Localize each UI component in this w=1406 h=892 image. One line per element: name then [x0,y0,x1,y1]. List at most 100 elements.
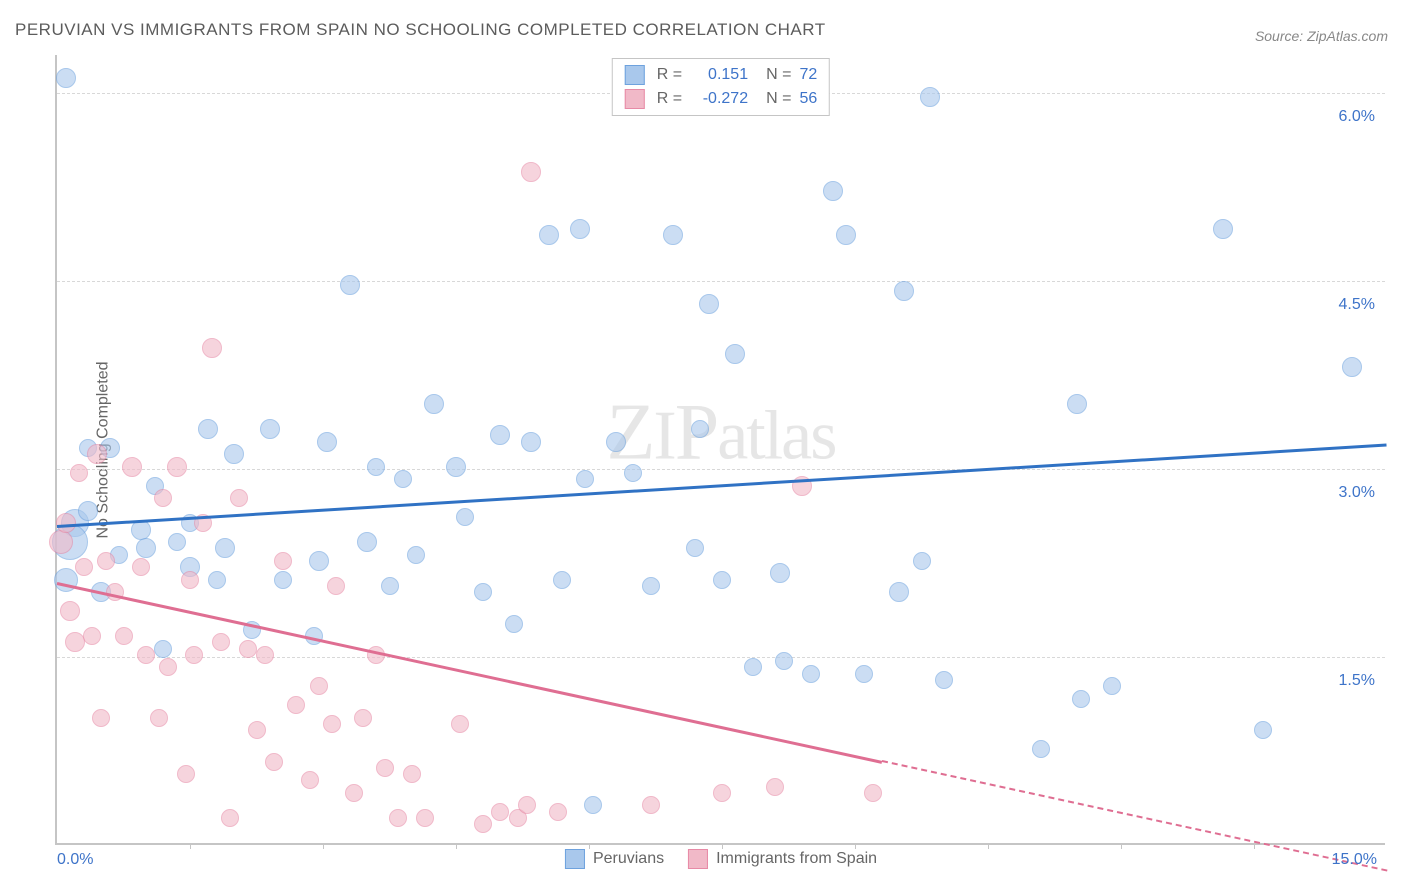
data-point [456,508,474,526]
data-point [136,538,156,558]
data-point [340,275,360,295]
data-point [699,294,719,314]
data-point [49,530,73,554]
data-point [491,803,509,821]
stats-row: R = 0.151 N = 72 [625,63,817,87]
x-axis-min-label: 0.0% [57,851,93,869]
data-point [1342,357,1362,377]
x-tick [456,843,457,849]
data-point [1067,394,1087,414]
data-point [1072,690,1090,708]
legend-swatch [565,849,585,869]
x-tick [323,843,324,849]
data-point [424,394,444,414]
data-point [168,533,186,551]
data-point [248,721,266,739]
data-point [403,765,421,783]
data-point [167,457,187,477]
data-point [394,470,412,488]
data-point [518,796,536,814]
data-point [301,771,319,789]
data-point [177,765,195,783]
data-point [185,646,203,664]
data-point [521,162,541,182]
stat-n-label: N = [766,66,791,84]
data-point [446,457,466,477]
data-point [230,489,248,507]
data-point [521,432,541,452]
data-point [198,419,218,439]
data-point [389,809,407,827]
legend-swatch [625,89,645,109]
legend-label: Immigrants from Spain [716,850,877,868]
data-point [744,658,762,676]
data-point [570,219,590,239]
gridline [57,281,1385,282]
stat-r-label: R = [657,66,682,84]
y-tick-label: 3.0% [1339,484,1375,502]
data-point [287,696,305,714]
data-point [115,627,133,645]
stat-n-value: 56 [799,90,817,108]
data-point [345,784,363,802]
legend-item: Peruvians [565,849,664,869]
data-point [78,501,98,521]
data-point [154,489,172,507]
x-tick [1254,843,1255,849]
series-legend: Peruvians Immigrants from Spain [565,849,877,869]
stat-r-value: 0.151 [690,66,748,84]
data-point [1254,721,1272,739]
data-point [713,784,731,802]
data-point [150,709,168,727]
data-point [181,571,199,589]
stats-row: R =-0.272N =56 [625,87,817,111]
data-point [310,677,328,695]
data-point [159,658,177,676]
data-point [584,796,602,814]
data-point [855,665,873,683]
data-point [97,552,115,570]
data-point [490,425,510,445]
stat-n-value: 72 [799,66,817,84]
data-point [132,558,150,576]
data-point [770,563,790,583]
data-point [60,601,80,621]
trend-line [57,444,1387,529]
trend-line [881,760,1387,872]
data-point [260,419,280,439]
data-point [256,646,274,664]
data-point [154,640,172,658]
gridline [57,469,1385,470]
y-tick-label: 6.0% [1339,108,1375,126]
x-tick [1121,843,1122,849]
legend-label: Peruvians [593,850,664,868]
data-point [766,778,784,796]
x-axis-max-label: 15.0% [1332,851,1377,869]
data-point [122,457,142,477]
data-point [935,671,953,689]
data-point [642,577,660,595]
data-point [416,809,434,827]
data-point [137,646,155,664]
data-point [75,558,93,576]
data-point [1032,740,1050,758]
data-point [1213,219,1233,239]
data-point [686,539,704,557]
legend-swatch [625,65,645,85]
data-point [309,551,329,571]
data-point [713,571,731,589]
data-point [606,432,626,452]
data-point [224,444,244,464]
legend-swatch [688,849,708,869]
data-point [56,68,76,88]
data-point [451,715,469,733]
data-point [725,344,745,364]
data-point [239,640,257,658]
data-point [357,532,377,552]
data-point [474,815,492,833]
data-point [539,225,559,245]
data-point [87,444,107,464]
data-point [215,538,235,558]
data-point [265,753,283,771]
data-point [663,225,683,245]
